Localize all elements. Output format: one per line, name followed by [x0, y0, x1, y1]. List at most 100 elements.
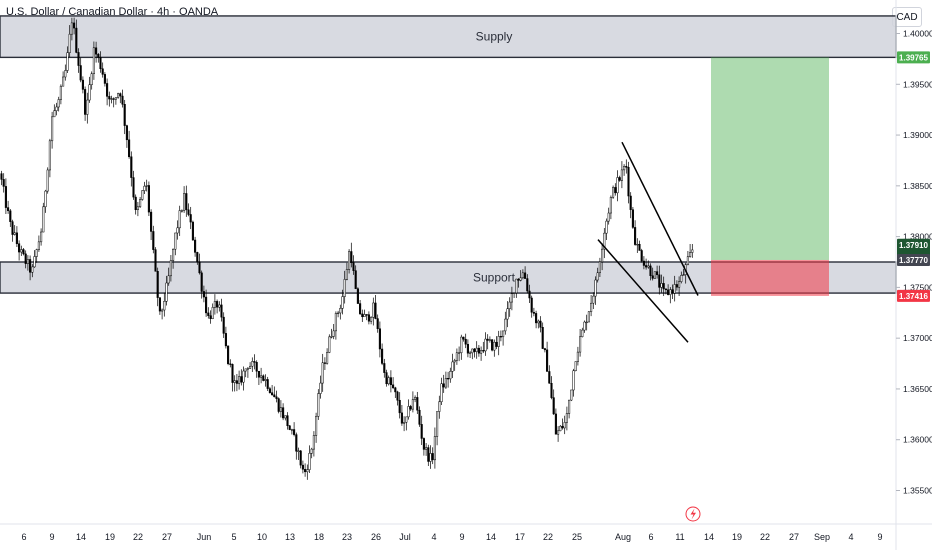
candle	[429, 445, 432, 469]
candle	[299, 450, 302, 469]
candle	[224, 326, 227, 349]
candle	[475, 341, 478, 359]
candle	[638, 240, 641, 251]
time-tick-label: 9	[459, 532, 464, 542]
lightning-icon[interactable]	[685, 506, 701, 522]
candle	[656, 265, 659, 279]
time-tick-label: Aug	[615, 532, 631, 542]
candle	[645, 258, 648, 270]
candle	[491, 339, 494, 352]
candle	[376, 314, 379, 333]
candle	[550, 376, 553, 400]
candle	[220, 298, 223, 322]
time-tick-label: 22	[133, 532, 143, 542]
candle	[636, 238, 639, 253]
candle	[339, 304, 342, 320]
candle	[57, 96, 60, 112]
candle	[378, 321, 381, 358]
time-tick-label: 6	[21, 532, 26, 542]
candle	[198, 253, 201, 275]
candle	[343, 270, 346, 304]
candle	[416, 391, 419, 415]
candle	[332, 323, 335, 340]
candle	[447, 371, 450, 388]
candle	[268, 386, 271, 394]
candle	[235, 374, 238, 392]
candle	[438, 395, 441, 419]
zone-label: Supply	[476, 30, 513, 44]
candle	[81, 76, 84, 94]
price-label-badge: 1.39765	[897, 51, 930, 64]
candle	[92, 41, 95, 80]
candle	[147, 181, 150, 217]
candle	[433, 427, 436, 469]
candle	[442, 374, 445, 393]
candle	[158, 297, 161, 315]
candle	[387, 375, 390, 386]
candle	[449, 367, 452, 383]
candle	[46, 167, 49, 194]
candle	[213, 294, 216, 315]
candle	[548, 365, 551, 384]
candle	[145, 179, 148, 192]
candle	[427, 444, 430, 467]
time-tick-label: 9	[877, 532, 882, 542]
candle	[581, 327, 584, 338]
candle	[163, 292, 166, 317]
candle	[493, 339, 496, 357]
candle	[84, 86, 87, 121]
candle	[682, 268, 685, 276]
candle	[515, 278, 518, 298]
candle	[35, 248, 38, 263]
candle	[79, 57, 82, 83]
candle	[31, 264, 34, 278]
candle	[312, 431, 315, 457]
candle	[356, 287, 359, 304]
candle	[231, 363, 234, 392]
trendline[interactable]	[621, 141, 699, 296]
time-tick-label: 10	[257, 532, 267, 542]
candle	[458, 346, 461, 362]
candle	[139, 197, 142, 209]
candle	[372, 297, 375, 326]
candle	[341, 289, 344, 315]
zone-supply[interactable]	[0, 15, 897, 59]
candle	[546, 341, 549, 372]
candle	[233, 375, 236, 392]
candle	[598, 257, 601, 278]
candle	[519, 270, 522, 282]
candle	[64, 64, 67, 81]
candle	[297, 447, 300, 461]
candle	[535, 310, 538, 329]
candle	[306, 464, 309, 480]
candle	[125, 124, 128, 148]
position-stop-area[interactable]	[711, 259, 829, 296]
trendline[interactable]	[597, 239, 689, 343]
candle	[592, 292, 595, 310]
candle	[134, 194, 137, 215]
candle	[123, 99, 126, 135]
candle	[216, 299, 219, 314]
candle	[136, 201, 139, 217]
position-target-area[interactable]	[711, 57, 829, 260]
candle	[59, 84, 62, 105]
candle	[370, 316, 373, 325]
candle	[675, 280, 678, 291]
price-label-text: 1.37770	[899, 256, 928, 265]
price-label-text: 1.37416	[899, 292, 928, 301]
candle	[658, 265, 661, 295]
candle	[431, 447, 434, 465]
candle	[664, 288, 667, 295]
candle	[22, 247, 25, 256]
candle	[345, 262, 348, 281]
candle	[528, 284, 531, 303]
candle	[506, 301, 509, 328]
candle	[40, 228, 43, 246]
candle	[315, 412, 318, 443]
candle	[418, 406, 421, 427]
time-tick-label: 23	[342, 532, 352, 542]
candle	[517, 278, 520, 288]
candle	[392, 377, 395, 390]
price-tick-label: 1.38500	[903, 181, 932, 191]
